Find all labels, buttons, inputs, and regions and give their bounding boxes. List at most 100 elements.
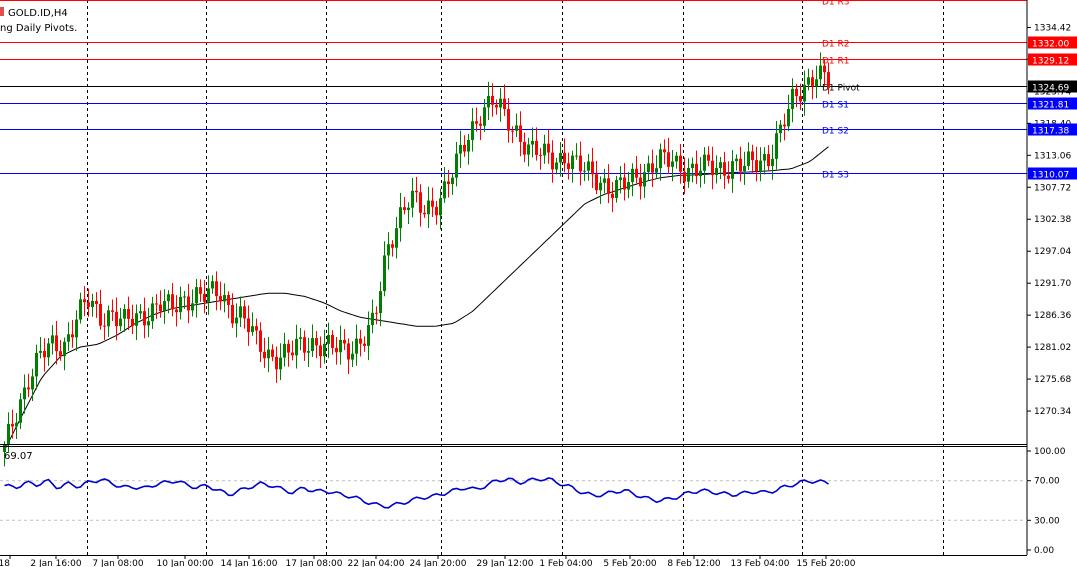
candle-body — [735, 158, 738, 162]
candle-body — [699, 170, 702, 177]
candle-body — [731, 161, 734, 179]
candle-body — [243, 306, 246, 319]
candle-body — [759, 160, 762, 172]
candle-body — [727, 175, 730, 179]
candle-body — [359, 338, 362, 344]
candle-body — [11, 423, 14, 427]
candle-body — [31, 376, 34, 390]
candle-body — [323, 343, 326, 357]
candle-body — [35, 352, 38, 377]
candle-body — [451, 177, 454, 185]
pivot-label: D1 S2 — [822, 127, 849, 137]
symbol-color-marker — [0, 7, 4, 16]
price-tick-label: 1286.36 — [1034, 311, 1071, 321]
candle-body — [447, 181, 450, 185]
price-tick-label: 1297.04 — [1034, 247, 1071, 257]
candle-body — [591, 161, 594, 175]
candle-body — [615, 179, 618, 198]
candle-body — [383, 255, 386, 292]
candle-body — [455, 153, 458, 178]
time-tick-label: 17 Jan 08:00 — [286, 559, 343, 567]
candle-body — [575, 155, 578, 157]
candle-body — [39, 350, 42, 353]
candle-body — [819, 65, 822, 80]
candle-body — [551, 152, 554, 170]
candle-body — [463, 145, 466, 152]
pivot-price-tag — [1028, 97, 1077, 110]
candle-body — [671, 161, 674, 167]
pivot-label: D1 R2 — [822, 40, 850, 50]
candle-body — [247, 318, 250, 333]
candle-body — [607, 178, 610, 194]
candle-body — [719, 162, 722, 169]
candle-body — [239, 306, 242, 318]
candle-body — [479, 123, 482, 126]
candle-body — [779, 124, 782, 134]
moving-average-line — [4, 146, 829, 451]
candle-body — [75, 319, 78, 338]
candle-body — [271, 349, 274, 357]
candle-body — [543, 143, 546, 156]
candle-body — [3, 444, 6, 452]
time-tick-label: 15 Feb 20:00 — [796, 559, 855, 567]
candle-body — [291, 352, 294, 356]
pivot-price-tag-text: 1329.12 — [1032, 57, 1069, 67]
candle-body — [647, 163, 650, 173]
candle-body — [423, 212, 426, 215]
candle-body — [19, 399, 22, 423]
candle-body — [143, 311, 146, 326]
candle-body — [419, 192, 422, 213]
price-tick-label: 1334.42 — [1034, 23, 1071, 33]
candle-body — [807, 77, 810, 85]
candle-body — [15, 422, 18, 427]
candle-body — [163, 301, 166, 312]
candle-body — [331, 335, 334, 348]
candle-body — [147, 321, 150, 326]
candle-body — [483, 107, 486, 126]
pivot-label: D1 R1 — [822, 57, 850, 67]
candle-body — [511, 130, 514, 132]
candle-body — [231, 304, 234, 324]
oscillator-axis: 100.00 70.00 30.00 0.00 — [1027, 447, 1066, 556]
candle-body — [611, 193, 614, 198]
pivot-price-tag-text: 1321.81 — [1032, 101, 1069, 111]
pivot-price-tags: 1332.00 1329.12 1324.69 1321.81 1317.38 1310.… — [1028, 36, 1077, 181]
candle-body — [563, 152, 566, 164]
candle-body — [203, 293, 206, 302]
candle-body — [55, 335, 58, 352]
candle-body — [723, 162, 726, 176]
oscillator-tick-label: 30.00 — [1034, 516, 1060, 526]
candle-body — [119, 318, 122, 327]
candle-body — [751, 151, 754, 161]
candle-body — [755, 160, 758, 172]
pivot-label: D1 S1 — [822, 101, 849, 111]
candle-body — [539, 154, 542, 156]
candle-body — [443, 181, 446, 199]
candle-body — [179, 296, 182, 313]
candle-body — [51, 335, 54, 344]
candle-body — [95, 300, 98, 304]
candle-body — [47, 343, 50, 358]
time-tick-label: 7 Jan 08:00 — [92, 559, 144, 567]
candle-body — [283, 343, 286, 358]
candle-body — [99, 303, 102, 326]
candle-body — [23, 387, 26, 400]
candle-body — [571, 155, 574, 169]
candle-body — [487, 95, 490, 108]
candle-body — [59, 351, 62, 357]
candle-body — [547, 143, 550, 153]
candle-body — [123, 308, 126, 319]
candle-body — [631, 168, 634, 183]
candle-body — [743, 165, 746, 172]
candle-body — [787, 108, 790, 127]
price-tick-label: 1281.02 — [1034, 343, 1071, 353]
candle-body — [235, 317, 238, 324]
time-axis: 2018 2 Jan 16:00 7 Jan 08:00 10 Jan 00:00 14… — [0, 555, 856, 567]
candle-body — [771, 158, 774, 167]
time-tick-label: 24 Jan 20:00 — [410, 559, 467, 567]
candle-body — [103, 325, 106, 327]
candle-body — [167, 294, 170, 302]
candle-body — [595, 174, 598, 191]
candle-body — [111, 310, 114, 312]
candle-body — [815, 79, 818, 87]
